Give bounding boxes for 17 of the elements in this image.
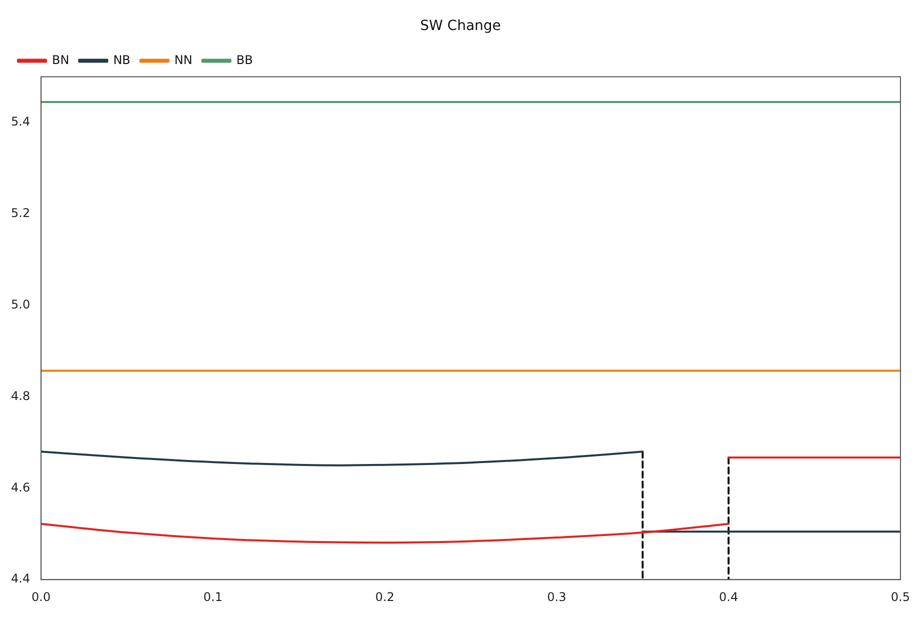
y-tick-label: 4.8 [10, 388, 30, 403]
x-tick-label: 0.2 [375, 590, 394, 604]
y-tick-label: 4.6 [10, 480, 30, 494]
chart-title: SW Change [420, 18, 501, 34]
legend-label: NB [113, 52, 130, 67]
x-tick-label: 0.4 [719, 590, 738, 604]
legend-label: NN [174, 52, 192, 67]
x-tick-label: 0.1 [203, 590, 223, 604]
y-tick-label: 4.4 [10, 572, 30, 586]
y-tick-label: 5.4 [10, 114, 30, 129]
x-tick-label: 0.3 [547, 590, 566, 604]
x-tick-label: 0.0 [32, 590, 51, 604]
y-tick-label: 5.0 [10, 297, 30, 312]
x-tick-label: 0.5 [890, 590, 910, 604]
y-tick-label: 5.2 [10, 206, 30, 220]
legend-label: BN [52, 52, 70, 67]
legend-label: BB [236, 52, 253, 67]
